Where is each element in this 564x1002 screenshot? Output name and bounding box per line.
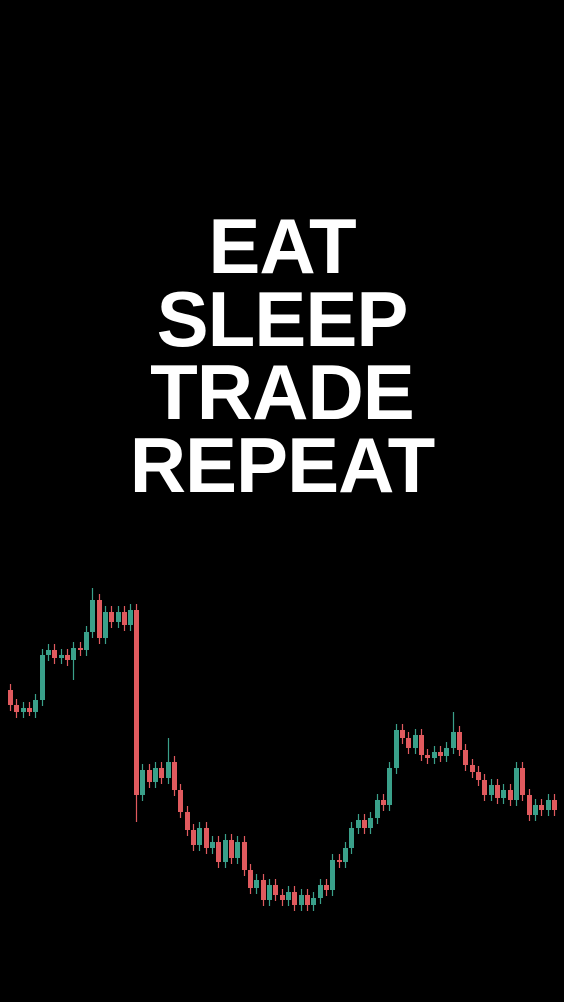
headline: EAT SLEEP TRADE REPEAT	[130, 202, 436, 509]
headline-line: SLEEP	[157, 275, 408, 363]
candlestick-decoration	[8, 588, 557, 911]
headline-line: REPEAT	[130, 421, 435, 509]
green-bodies	[21, 600, 551, 905]
headline-line: TRADE	[150, 348, 414, 436]
headline-line: EAT	[208, 202, 356, 290]
